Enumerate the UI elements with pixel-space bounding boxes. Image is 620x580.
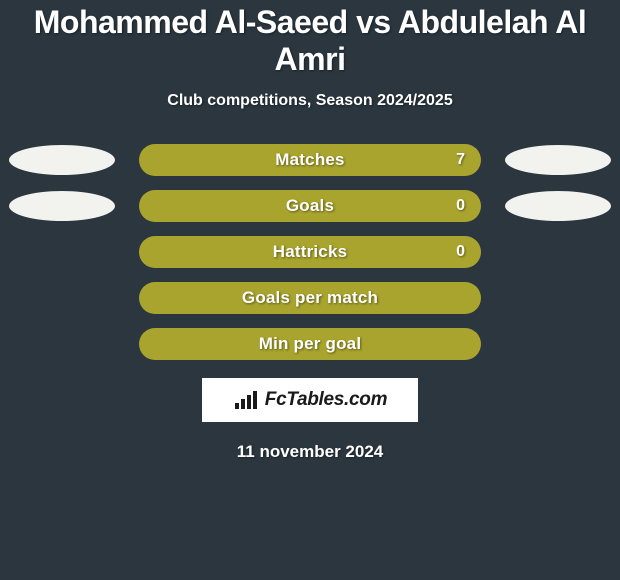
comparison-rows: Matches 7 Goals 0 Hattricks 0 Goals: [0, 144, 620, 360]
page-subtitle: Club competitions, Season 2024/2025: [0, 92, 620, 110]
stat-label: Goals per match: [242, 288, 378, 308]
stat-row: Min per goal: [0, 328, 620, 360]
branding-text: FcTables.com: [265, 389, 387, 411]
stat-bar: Matches 7: [139, 144, 481, 176]
footer-date: 11 november 2024: [0, 442, 620, 462]
stat-row: Hattricks 0: [0, 236, 620, 268]
branding-inner: FcTables.com: [233, 389, 387, 411]
stat-label: Goals: [286, 196, 334, 216]
stat-value: 0: [456, 197, 465, 215]
stat-label: Matches: [275, 150, 344, 170]
stat-bar: Goals per match: [139, 282, 481, 314]
left-player-ellipse: [9, 191, 115, 221]
left-player-ellipse: [9, 145, 115, 175]
stat-label: Hattricks: [273, 242, 348, 262]
stat-row: Goals per match: [0, 282, 620, 314]
stat-row: Matches 7: [0, 144, 620, 176]
bars-icon: [233, 389, 261, 411]
stat-value: 7: [456, 151, 465, 169]
stat-bar: Hattricks 0: [139, 236, 481, 268]
stat-label: Min per goal: [259, 334, 362, 354]
right-player-ellipse: [505, 191, 611, 221]
stat-value: 0: [456, 243, 465, 261]
page-title: Mohammed Al-Saeed vs Abdulelah Al Amri: [0, 4, 620, 78]
stat-row: Goals 0: [0, 190, 620, 222]
branding-box: FcTables.com: [202, 378, 418, 422]
right-player-ellipse: [505, 145, 611, 175]
comparison-infographic: Mohammed Al-Saeed vs Abdulelah Al Amri C…: [0, 0, 620, 462]
stat-bar: Min per goal: [139, 328, 481, 360]
stat-bar: Goals 0: [139, 190, 481, 222]
